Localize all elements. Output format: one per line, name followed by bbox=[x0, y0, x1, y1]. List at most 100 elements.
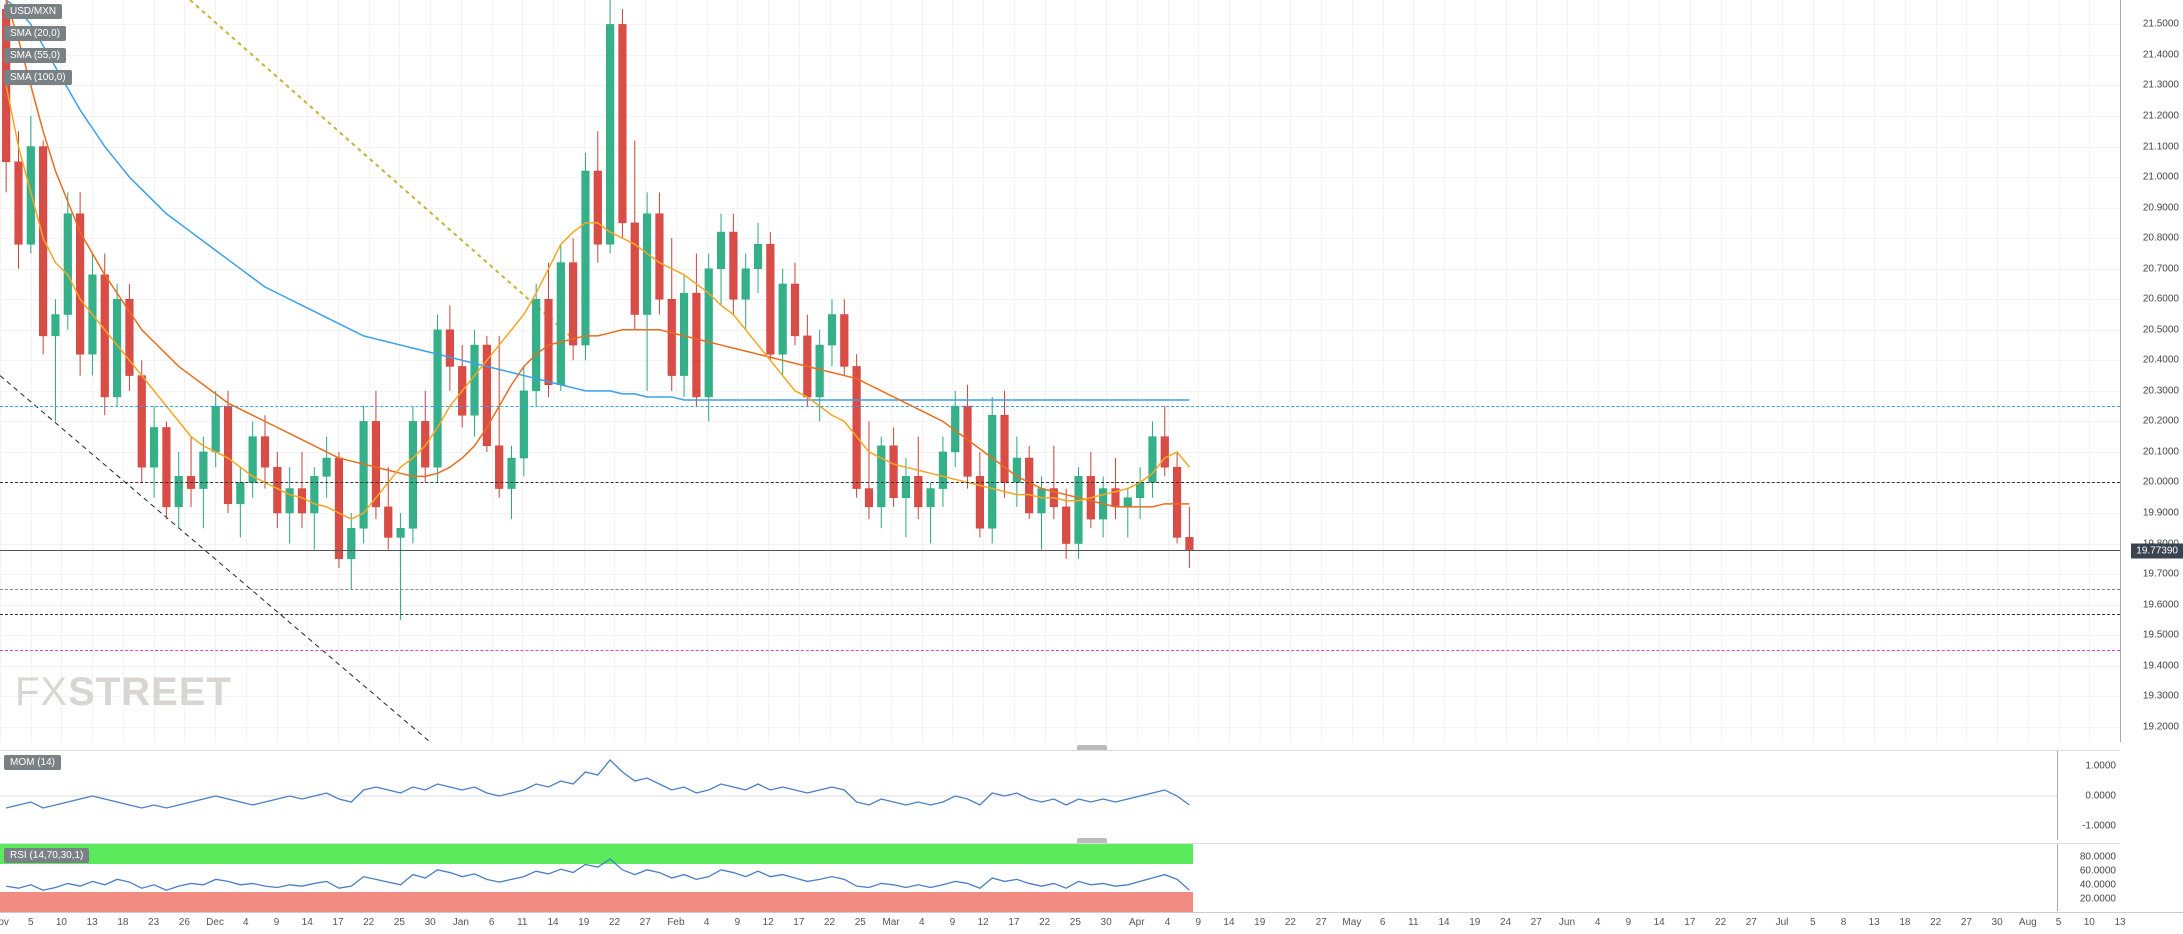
time-tick: 17 bbox=[1684, 917, 1695, 928]
rsi-tick: 40.0000 bbox=[2080, 880, 2116, 891]
price-tick: 20.2000 bbox=[2143, 416, 2179, 427]
price-tick: 21.0000 bbox=[2143, 172, 2179, 183]
time-tick: 27 bbox=[1961, 917, 1972, 928]
time-tick: 27 bbox=[1316, 917, 1327, 928]
time-tick: 8 bbox=[1841, 917, 1847, 928]
time-tick: Dec bbox=[206, 917, 224, 928]
price-tick: 21.4000 bbox=[2143, 49, 2179, 60]
time-tick: Jun bbox=[1559, 917, 1575, 928]
mom-svg bbox=[0, 751, 2120, 841]
time-tick: 14 bbox=[1654, 917, 1665, 928]
time-tick: 13 bbox=[87, 917, 98, 928]
time-tick: 27 bbox=[1746, 917, 1757, 928]
time-tick: 18 bbox=[117, 917, 128, 928]
time-tick: 13 bbox=[1869, 917, 1880, 928]
rsi-tick: 60.0000 bbox=[2080, 866, 2116, 877]
time-tick: 4 bbox=[1165, 917, 1171, 928]
time-tick: 22 bbox=[1039, 917, 1050, 928]
time-tick: 30 bbox=[425, 917, 436, 928]
price-tick: 20.9000 bbox=[2143, 202, 2179, 213]
rsi-tick: 20.0000 bbox=[2080, 894, 2116, 905]
mom-y-axis[interactable]: 1.0000 0.0000 -1.0000 bbox=[2057, 751, 2120, 840]
price-tick: 19.5000 bbox=[2143, 630, 2179, 641]
time-tick: 9 bbox=[950, 917, 956, 928]
time-tick: 4 bbox=[919, 917, 925, 928]
price-tick: 20.7000 bbox=[2143, 263, 2179, 274]
indicator-badge-sma20[interactable]: SMA (20,0) bbox=[4, 26, 66, 41]
time-tick: 9 bbox=[1626, 917, 1632, 928]
time-tick: 25 bbox=[394, 917, 405, 928]
momentum-panel[interactable]: MOM (14) 1.0000 0.0000 -1.0000 bbox=[0, 750, 2120, 840]
time-tick: 12 bbox=[978, 917, 989, 928]
time-tick: 25 bbox=[855, 917, 866, 928]
time-tick: 27 bbox=[1531, 917, 1542, 928]
time-tick: 17 bbox=[793, 917, 804, 928]
time-tick: 30 bbox=[1101, 917, 1112, 928]
time-tick: 19 bbox=[578, 917, 589, 928]
time-tick: 10 bbox=[2084, 917, 2095, 928]
time-tick: 23 bbox=[148, 917, 159, 928]
time-tick: 22 bbox=[1715, 917, 1726, 928]
watermark: FXSTREET bbox=[15, 670, 232, 715]
time-tick: Jan bbox=[453, 917, 469, 928]
price-tick: 20.3000 bbox=[2143, 385, 2179, 396]
support-resistance-line[interactable] bbox=[0, 614, 2120, 615]
price-tick: 21.2000 bbox=[2143, 111, 2179, 122]
symbol-badge[interactable]: USD/MXN bbox=[4, 4, 62, 19]
rsi-panel[interactable]: RSI (14,70,30,1) 80.0000 60.0000 40.0000… bbox=[0, 843, 2120, 911]
time-tick: 14 bbox=[547, 917, 558, 928]
indicator-badge-sma100[interactable]: SMA (100,0) bbox=[4, 70, 72, 85]
time-x-axis[interactable]: Nov51013182326Dec491417222530Jan61114192… bbox=[0, 912, 2183, 934]
price-tick: 19.7000 bbox=[2143, 569, 2179, 580]
time-tick: 10 bbox=[56, 917, 67, 928]
time-tick: 12 bbox=[763, 917, 774, 928]
support-resistance-line[interactable] bbox=[0, 406, 2120, 407]
time-tick: 9 bbox=[1195, 917, 1201, 928]
time-tick: 4 bbox=[243, 917, 249, 928]
price-tick: 19.3000 bbox=[2143, 691, 2179, 702]
time-tick: 18 bbox=[1899, 917, 1910, 928]
price-tick: 19.2000 bbox=[2143, 721, 2179, 732]
price-tick: 20.8000 bbox=[2143, 233, 2179, 244]
time-tick: 4 bbox=[704, 917, 710, 928]
time-tick: Feb bbox=[667, 917, 684, 928]
time-tick: 14 bbox=[302, 917, 313, 928]
rsi-badge[interactable]: RSI (14,70,30,1) bbox=[4, 848, 89, 863]
indicator-badge-sma55[interactable]: SMA (55,0) bbox=[4, 48, 66, 63]
time-tick: 27 bbox=[640, 917, 651, 928]
time-tick: 5 bbox=[2056, 917, 2062, 928]
current-price-tag: 19.77390 bbox=[2131, 544, 2183, 559]
time-tick: Aug bbox=[2019, 917, 2037, 928]
mom-badge[interactable]: MOM (14) bbox=[4, 755, 61, 770]
time-tick: 24 bbox=[1500, 917, 1511, 928]
price-tick: 21.3000 bbox=[2143, 80, 2179, 91]
support-resistance-line[interactable] bbox=[0, 650, 2120, 651]
price-y-axis[interactable]: 21.500021.400021.300021.200021.100021.00… bbox=[2120, 0, 2183, 742]
time-tick: 17 bbox=[332, 917, 343, 928]
time-tick: 30 bbox=[1992, 917, 2003, 928]
price-tick: 19.9000 bbox=[2143, 507, 2179, 518]
time-tick: 22 bbox=[363, 917, 374, 928]
time-tick: 25 bbox=[1070, 917, 1081, 928]
time-tick: 4 bbox=[1595, 917, 1601, 928]
main-price-chart[interactable]: FXSTREET USD/MXN SMA (20,0) SMA (55,0) S… bbox=[0, 0, 2120, 742]
time-tick: 19 bbox=[1469, 917, 1480, 928]
support-resistance-line[interactable] bbox=[0, 482, 2120, 483]
time-tick: Mar bbox=[882, 917, 899, 928]
time-tick: 14 bbox=[1438, 917, 1449, 928]
mom-tick: 0.0000 bbox=[2085, 791, 2116, 802]
price-tick: 19.6000 bbox=[2143, 599, 2179, 610]
time-tick: 22 bbox=[1285, 917, 1296, 928]
time-tick: 13 bbox=[2114, 917, 2125, 928]
time-tick: 22 bbox=[609, 917, 620, 928]
price-tick: 21.5000 bbox=[2143, 19, 2179, 30]
candlestick-svg bbox=[0, 0, 2120, 742]
rsi-y-axis[interactable]: 80.0000 60.0000 40.0000 20.0000 bbox=[2057, 844, 2120, 911]
support-resistance-line[interactable] bbox=[0, 550, 2120, 551]
mom-tick: 1.0000 bbox=[2085, 761, 2116, 772]
time-tick: 6 bbox=[1380, 917, 1386, 928]
time-tick: Jul bbox=[1776, 917, 1789, 928]
time-tick: 14 bbox=[1223, 917, 1234, 928]
support-resistance-line[interactable] bbox=[0, 589, 2120, 590]
chart-container: FXSTREET USD/MXN SMA (20,0) SMA (55,0) S… bbox=[0, 0, 2183, 934]
